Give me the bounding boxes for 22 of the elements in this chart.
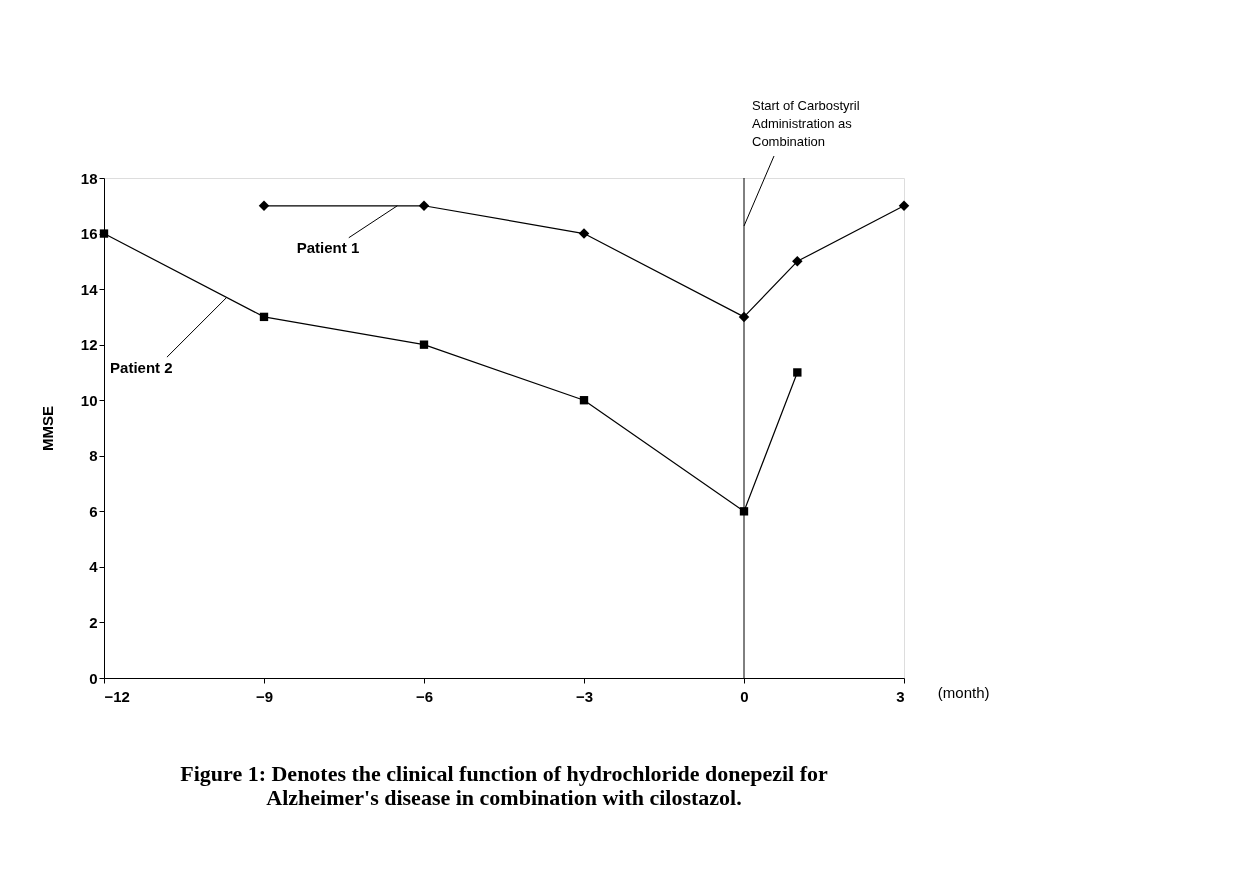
x-tick-label: 0 — [740, 687, 749, 705]
x-tick-label: −6 — [415, 687, 434, 705]
x-tick-label: −3 — [575, 687, 594, 705]
y-tick-label: 12 — [80, 336, 98, 354]
x-axis-title: (month) — [937, 683, 990, 701]
x-tick-label: −9 — [255, 687, 274, 705]
ref-line-label: Start of Carbostyril Administration as Combination — [752, 98, 860, 149]
annotation: Patient 2 — [110, 358, 173, 376]
y-tick-label: 0 — [89, 669, 98, 687]
y-tick-label: 18 — [80, 169, 98, 187]
x-tick-label: −12 — [104, 687, 130, 705]
y-tick-label: 4 — [89, 558, 99, 576]
annotation: Patient 1 — [296, 239, 360, 257]
y-tick-label: 14 — [80, 280, 99, 298]
text: Figure 1: Denotes the clinical function of hydrochloride donepezil for Alzheimer's disease in combination with cilostazol. — [180, 761, 828, 810]
y-tick-label: 2 — [89, 613, 98, 631]
y-tick-label: 8 — [89, 447, 98, 465]
y-axis-title: MMSE — [38, 406, 56, 451]
y-tick-label: 10 — [80, 391, 98, 409]
y-tick-label: 16 — [80, 225, 98, 243]
y-tick-label: 6 — [89, 502, 98, 520]
x-tick-label: 3 — [896, 687, 905, 705]
